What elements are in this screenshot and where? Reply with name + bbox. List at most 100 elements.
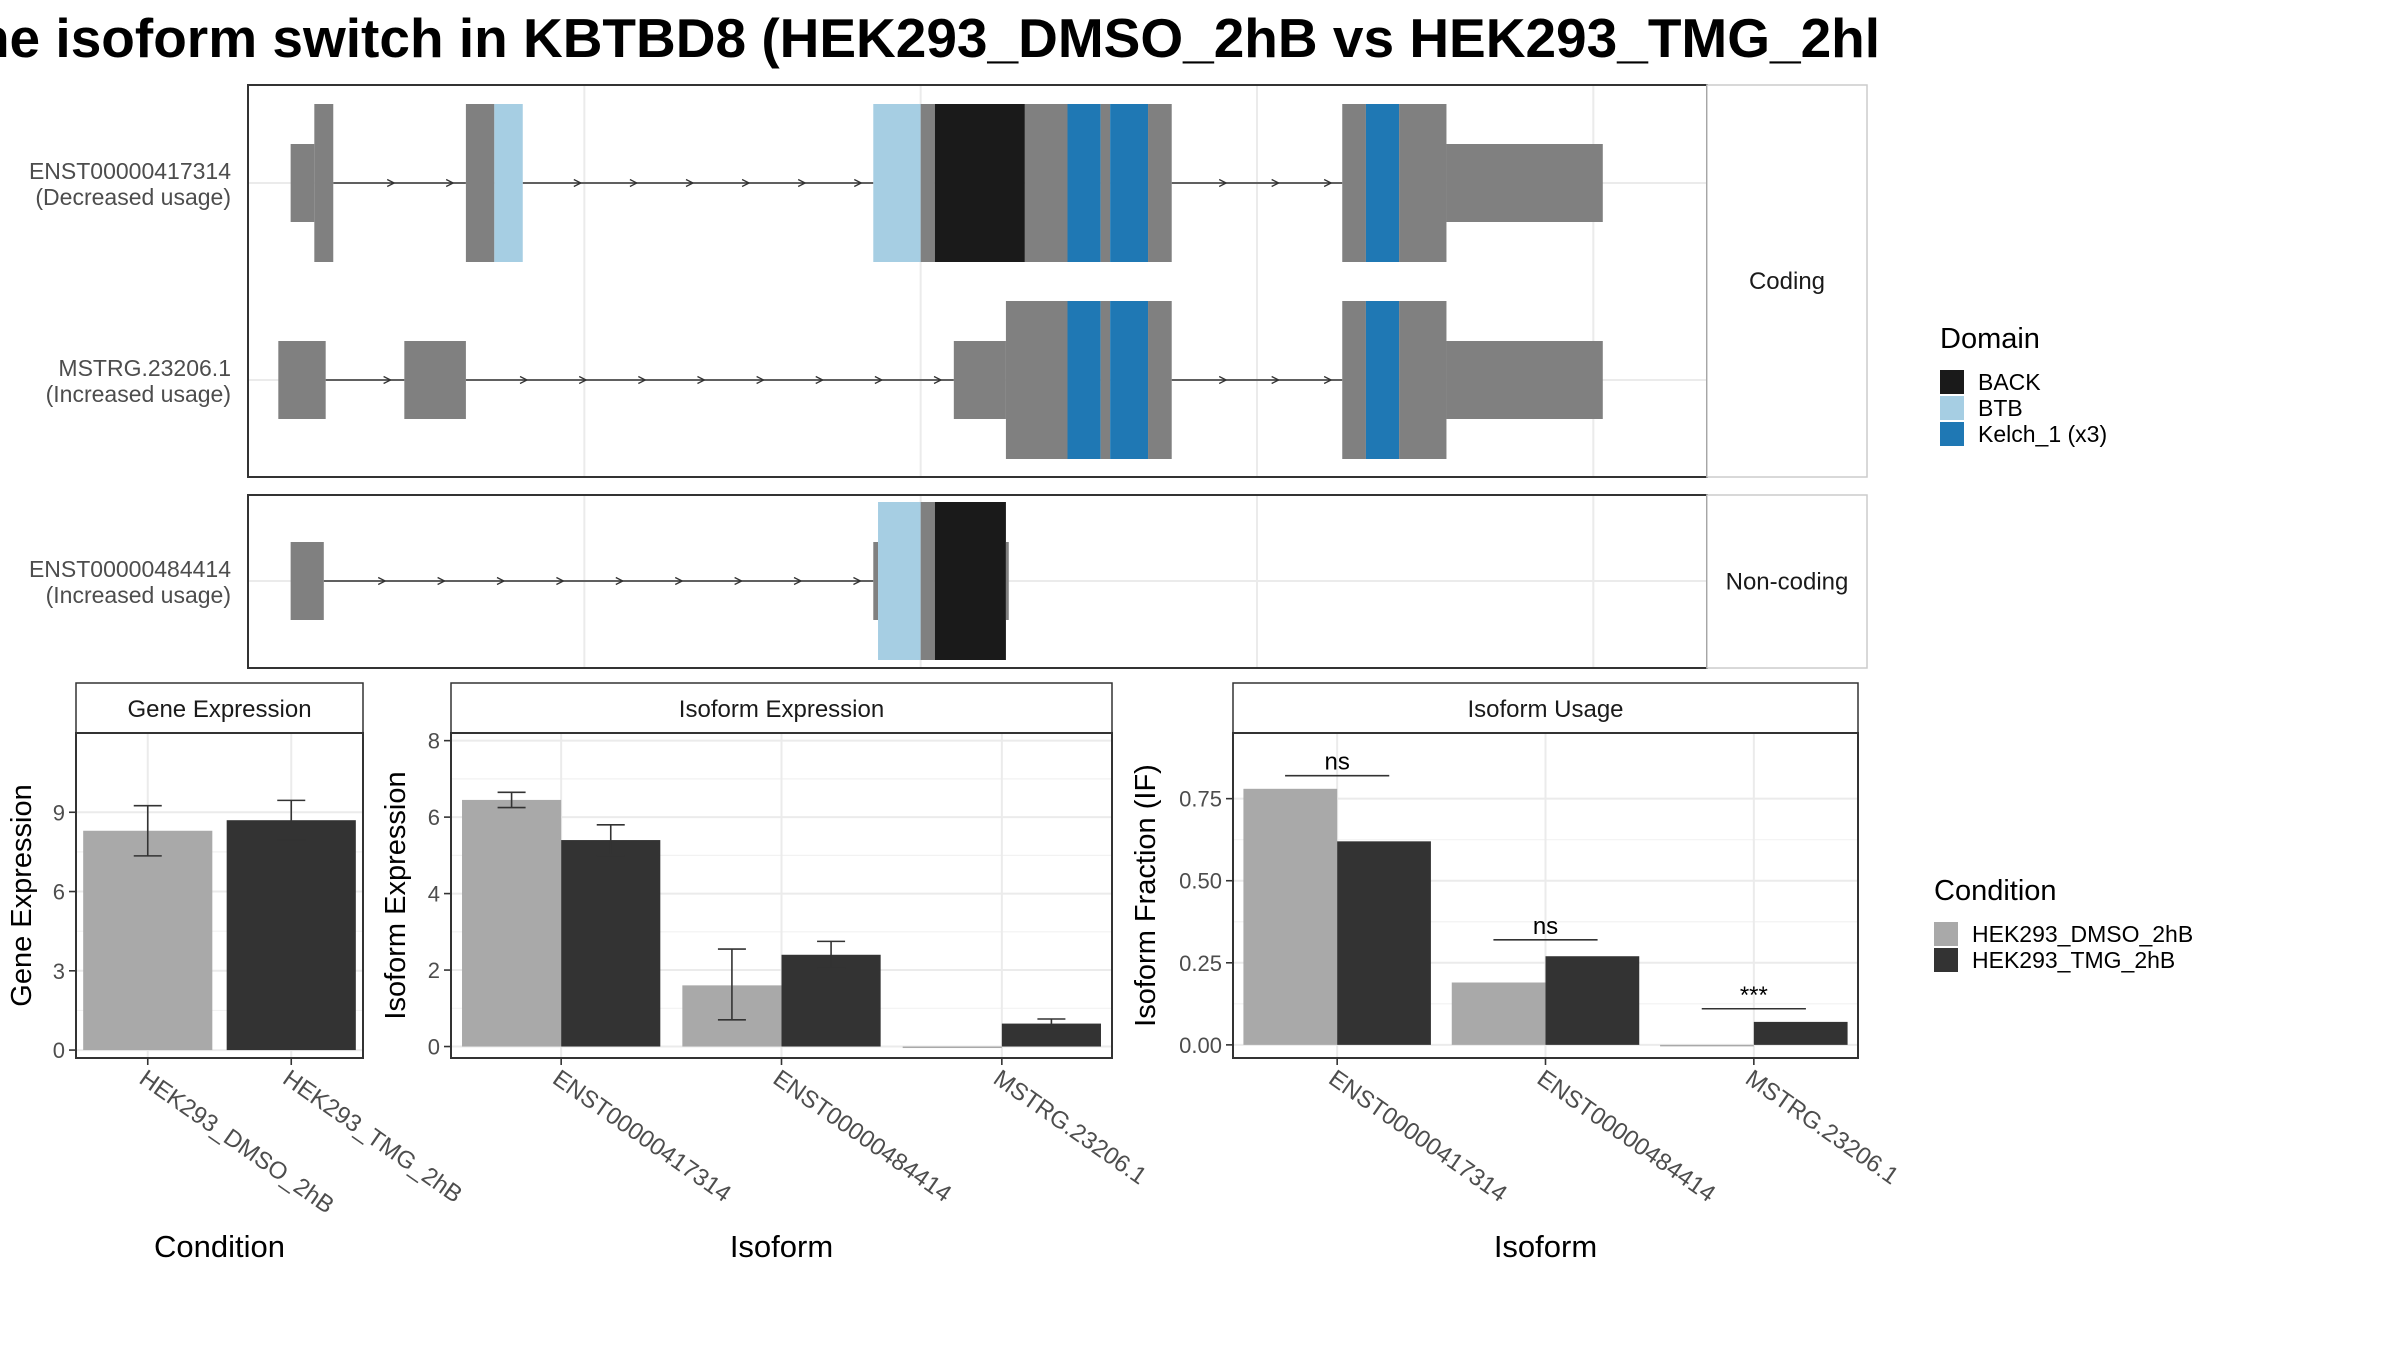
y-axis-title: Gene Expression (6, 784, 38, 1006)
chart-title: Isoform Usage (1467, 696, 1623, 723)
y-tick-label: 0.25 (1179, 951, 1222, 976)
exon-block-exon (1024, 104, 1068, 262)
bar (1545, 956, 1640, 1045)
intron-arrow (815, 375, 825, 385)
intron-arrow (797, 178, 807, 188)
transcript-mstrg.23206.1: MSTRG.23206.1(Increased usage) (46, 301, 1603, 459)
legend-label: HEK293_DMSO_2hB (1972, 921, 2193, 947)
y-tick-label: 4 (428, 882, 440, 907)
intron-arrow (578, 375, 588, 385)
chart-strip (75, 682, 364, 734)
legend-swatch (1940, 422, 1964, 446)
legend-swatch (1940, 370, 1964, 394)
bar (1451, 982, 1546, 1045)
exon-block-exon (1399, 301, 1447, 459)
bar (226, 820, 356, 1051)
intron-arrow (734, 576, 744, 586)
exon-block-exon (953, 341, 1006, 419)
isoform-usage-chart: Isoform Usage ns ns *** 0.00 0.25 0.50 0.75 ENST… (1130, 682, 1903, 1264)
figure-title: ne isoform switch in KBTBD8 (HEK293_DMSO… (0, 7, 1880, 69)
y-tick-label: 3 (53, 959, 65, 984)
intron-arrow (615, 576, 625, 586)
intron-arrow (1323, 178, 1333, 188)
exon-block-kelch-1-x3- (1110, 301, 1149, 459)
intron-arrow (697, 375, 706, 385)
transcript-usage-label: (Decreased usage) (35, 184, 231, 210)
exon-block-exon (1100, 301, 1111, 459)
x-tick-label: ENST00000484414 (1532, 1065, 1720, 1208)
intron-arrow (874, 375, 884, 385)
intron-arrow (638, 375, 647, 385)
transcript-enst00000417314: ENST00000417314(Decreased usage) (29, 104, 1603, 262)
y-tick-label: 6 (53, 880, 65, 905)
intron-arrow (519, 375, 529, 385)
exon-block-exon (1100, 104, 1111, 262)
y-tick-label: 6 (428, 805, 440, 830)
intron-arrow (386, 178, 396, 188)
transcript-id-label: ENST00000417314 (29, 158, 231, 184)
exon-block-exon (873, 542, 879, 620)
legend-title: Condition (1934, 875, 2057, 907)
exon-block-btb (494, 104, 523, 262)
significance-label: *** (1740, 982, 1768, 1009)
facet-strip-label: Non-coding (1726, 569, 1849, 596)
intron-arrow (685, 178, 695, 188)
facet-strip (1706, 84, 1868, 478)
exon-block-exon (290, 542, 324, 620)
bar (1243, 788, 1338, 1045)
y-tick-label: 8 (428, 729, 440, 754)
bar (462, 799, 562, 1047)
intron-arrow (573, 178, 583, 188)
x-axis-title: Condition (154, 1229, 285, 1264)
transcript-id-label: MSTRG.23206.1 (58, 355, 231, 381)
exon-block-exon (404, 341, 466, 419)
exon-block-kelch-1-x3- (1365, 301, 1400, 459)
x-tick-label: MSTRG.23206.1 (1740, 1065, 1903, 1190)
significance-label: ns (1324, 749, 1349, 776)
intron-arrow (629, 178, 639, 188)
legend-label: HEK293_TMG_2hB (1972, 947, 2175, 973)
y-tick-label: 2 (428, 958, 440, 983)
x-axis-title: Isoform (1494, 1229, 1597, 1264)
transcript-usage-label: (Increased usage) (46, 381, 231, 407)
exon-block-exon (1399, 104, 1447, 262)
exon-block-exon (1446, 341, 1603, 419)
exon-block-exon (1005, 542, 1009, 620)
y-axis-title: Isoform Expression (380, 771, 412, 1019)
intron-arrow (1271, 178, 1281, 188)
x-tick-label: ENST00000417314 (1324, 1065, 1512, 1208)
intron-arrow (445, 178, 455, 188)
exon-block-exon (1148, 301, 1172, 459)
bar (1001, 1023, 1101, 1047)
y-tick-label: 0 (53, 1038, 65, 1063)
legend-label: Kelch_1 (x3) (1978, 421, 2107, 447)
intron-arrow (437, 576, 447, 586)
bar (1337, 841, 1431, 1045)
y-tick-label: 0 (428, 1035, 440, 1060)
intron-arrow (1323, 375, 1333, 385)
y-tick-label: 0.00 (1179, 1033, 1222, 1058)
bar (1660, 1044, 1754, 1047)
intron-arrow (853, 576, 862, 586)
x-tick-label: ENST00000417314 (548, 1065, 736, 1208)
legend-swatch (1934, 948, 1958, 972)
y-tick-label: 0.75 (1179, 787, 1222, 812)
exon-block-exon (278, 341, 326, 419)
structure-panel-coding: ENST00000417314(Decreased usage) MSTRG.23… (29, 84, 1868, 478)
exon-block-exon (920, 104, 935, 262)
exon-block-btb (873, 104, 921, 262)
y-tick-label: 0.50 (1179, 869, 1222, 894)
bar (902, 1046, 1002, 1049)
exon-block-exon (1446, 144, 1603, 222)
intron-arrow (377, 576, 387, 586)
intron-arrow (1218, 375, 1228, 385)
intron-arrow (933, 375, 943, 385)
x-tick-label: ENST00000484414 (768, 1065, 956, 1208)
transcript-usage-label: (Increased usage) (46, 582, 231, 608)
exon-block-btb (878, 502, 921, 660)
intron-arrow (556, 576, 565, 586)
intron-arrow (741, 178, 751, 188)
